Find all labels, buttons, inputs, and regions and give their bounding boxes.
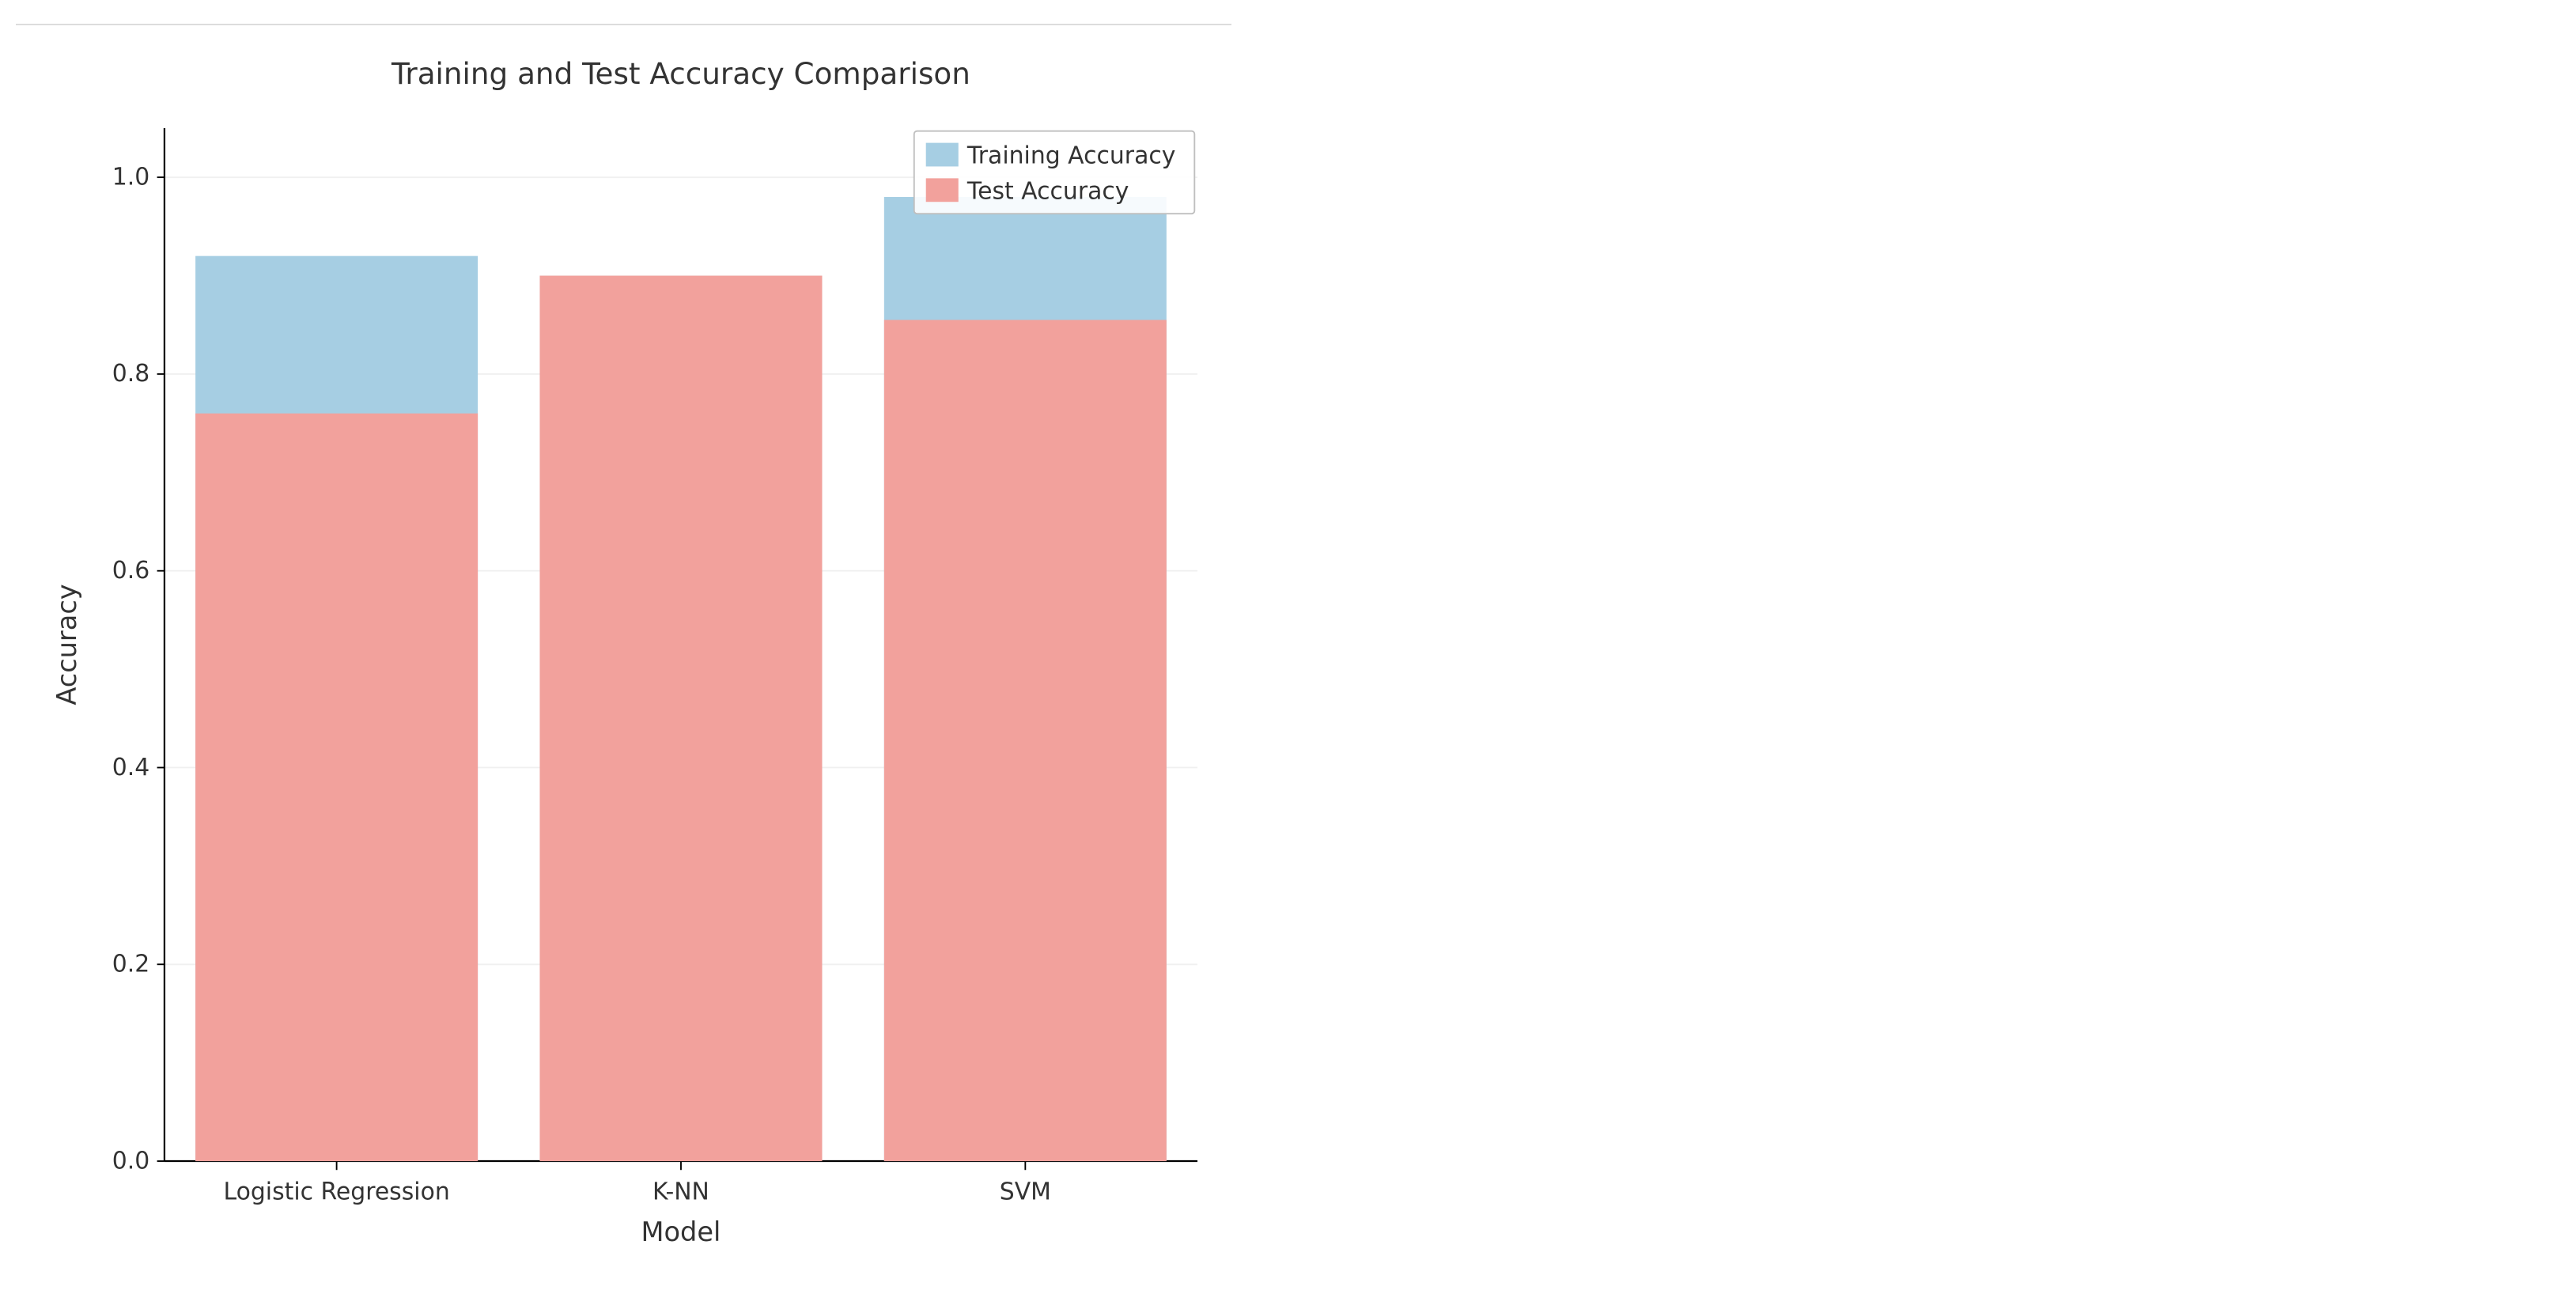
x-axis-label: Model bbox=[641, 1216, 721, 1247]
ytick-label-4: 0.8 bbox=[112, 360, 149, 388]
legend-swatch-training bbox=[926, 143, 959, 167]
ytick-label-1: 0.2 bbox=[112, 951, 149, 978]
bar-test-2 bbox=[884, 320, 1167, 1162]
notebook-output-divider bbox=[16, 24, 1231, 25]
x-axis-ticks: Logistic Regression K-NN SVM bbox=[223, 1161, 1050, 1206]
ytick-label-0: 0.0 bbox=[112, 1147, 149, 1175]
accuracy-chart-figure: Training and Test Accuracy Comparison 0 bbox=[32, 40, 1242, 1273]
bar-test-1 bbox=[539, 276, 822, 1162]
chart-title: Training and Test Accuracy Comparison bbox=[391, 56, 970, 91]
page: Training and Test Accuracy Comparison 0 bbox=[0, 0, 2576, 1290]
accuracy-chart-svg: Training and Test Accuracy Comparison 0 bbox=[32, 40, 1242, 1273]
ytick-label-2: 0.4 bbox=[112, 754, 149, 781]
ytick-label-5: 1.0 bbox=[112, 163, 149, 191]
legend-label-training: Training Accuracy bbox=[966, 142, 1176, 170]
bar-test-0 bbox=[195, 414, 478, 1161]
xtick-label-0: Logistic Regression bbox=[223, 1178, 449, 1206]
legend-label-test: Test Accuracy bbox=[966, 178, 1129, 206]
y-axis-ticks: 0.0 0.2 0.4 0.6 0.8 bbox=[112, 163, 165, 1175]
y-axis-label: Accuracy bbox=[51, 584, 82, 705]
legend-swatch-test bbox=[926, 178, 959, 202]
xtick-label-1: K-NN bbox=[653, 1178, 709, 1206]
ytick-label-3: 0.6 bbox=[112, 557, 149, 584]
xtick-label-2: SVM bbox=[1000, 1178, 1051, 1206]
legend: Training Accuracy Test Accuracy bbox=[914, 131, 1195, 214]
